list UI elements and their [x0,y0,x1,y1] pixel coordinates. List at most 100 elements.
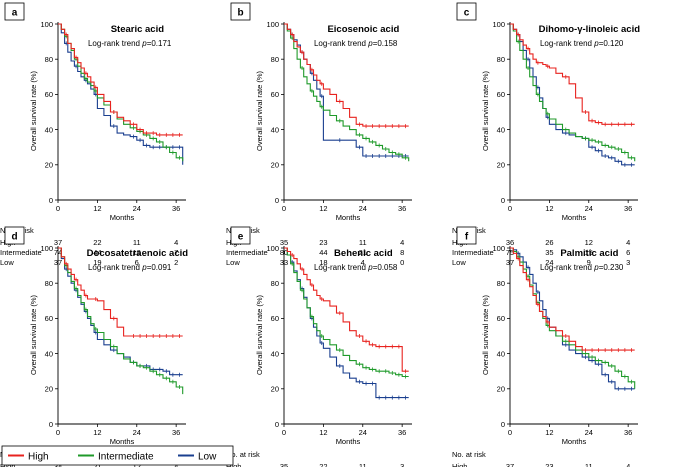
y-tick-label: 100 [492,20,505,29]
x-tick-label: 12 [93,428,101,437]
logrank-annotation: Log-rank trend p=0.058 [314,263,398,272]
y-tick-label: 20 [45,385,53,394]
y-tick-label: 60 [497,314,505,323]
risk-value: 36 [506,238,514,247]
y-tick-label: 80 [271,279,279,288]
logrank-p: p [367,39,373,48]
y-tick-label: 0 [49,420,53,429]
y-axis-label: Overall survival rate (%) [255,294,264,375]
risk-value: 3 [400,462,404,467]
y-tick-label: 40 [45,125,53,134]
risk-value: 11 [585,462,593,467]
risk-value: 19 [133,248,141,257]
y-tick-label: 20 [497,161,505,170]
x-tick-label: 36 [624,204,632,213]
logrank-p: p [593,39,599,48]
x-tick-label: 36 [172,428,180,437]
series-high-line [284,247,409,372]
panel-title: Docosatetraenoic acid [87,248,189,259]
risk-row-label: Intermediate [226,248,268,257]
x-tick-label: 24 [585,204,593,213]
risk-value: 22 [93,238,101,247]
series-high-line [510,247,635,351]
logrank-p: p [593,263,599,272]
risk-value: 2 [174,258,178,267]
x-axis-label: Months [562,213,587,222]
logrank-value: =0.171 [147,39,172,48]
y-tick-label: 40 [497,125,505,134]
risk-value: 0 [400,258,404,267]
panel-title: Behenic acid [334,248,393,259]
y-tick-label: 80 [45,279,53,288]
panel-title: Eicosenoic acid [327,24,399,35]
y-axis-label: Overall survival rate (%) [255,70,264,151]
panel-letter: e [238,232,244,243]
panel-letter: f [465,232,469,243]
panel-title: Dihomo-γ-linoleic acid [539,24,641,35]
y-axis-label: Overall survival rate (%) [29,294,38,375]
x-tick-label: 24 [133,428,141,437]
legend-label: Low [198,452,217,463]
panel-letter-box [4,2,25,21]
logrank-value: =0.158 [373,39,398,48]
panel-letter-box [4,226,25,245]
risk-value: 26 [545,238,553,247]
y-tick-label: 100 [266,244,279,253]
panel-title: Stearic acid [111,24,165,35]
x-tick-label: 36 [398,204,406,213]
y-tick-label: 40 [271,349,279,358]
risk-value: 23 [545,462,553,467]
y-axis-label: Overall survival rate (%) [481,70,490,151]
panel-f: f Palmitic acid 0 20 40 60 80 100 0 12 24 36 Months O… [452,226,638,471]
legend-label: Intermediate [98,452,154,463]
y-tick-label: 0 [275,196,279,205]
y-tick-label: 0 [501,420,505,429]
logrank-annotation: Log-rank trend p=0.120 [540,39,624,48]
y-tick-label: 100 [40,244,53,253]
y-tick-label: 20 [271,161,279,170]
y-tick-label: 20 [497,385,505,394]
risk-value: 22 [319,462,327,467]
x-tick-label: 12 [319,204,327,213]
y-tick-label: 100 [492,244,505,253]
x-tick-label: 0 [508,428,512,437]
logrank-p: p [141,39,147,48]
x-tick-label: 0 [56,204,60,213]
risk-value: 44 [93,248,101,257]
logrank-p: p [367,263,373,272]
risk-value: 35 [280,238,288,247]
logrank-prefix: Log-rank trend [540,39,594,48]
risk-value: 4 [361,258,365,267]
risk-value: 24 [545,258,553,267]
x-tick-label: 24 [133,204,141,213]
risk-table-header: No. at risk [452,450,486,459]
x-axis-label: Months [562,437,587,446]
logrank-annotation: Log-rank trend p=0.230 [540,263,624,272]
risk-row-label: Intermediate [0,248,42,257]
series-intermediate-line [58,247,184,395]
risk-value: 12 [585,238,593,247]
logrank-prefix: Log-rank trend [314,263,368,272]
logrank-value: =0.230 [599,263,624,272]
x-tick-label: 0 [282,428,286,437]
y-tick-label: 60 [45,314,53,323]
y-axis-label: Overall survival rate (%) [481,294,490,375]
series-high-line [58,247,183,337]
logrank-prefix: Log-rank trend [314,39,368,48]
risk-value: 11 [359,462,367,467]
panel-letter-box [456,2,477,21]
x-axis-label: Months [336,437,361,446]
y-tick-label: 20 [271,385,279,394]
y-tick-label: 80 [45,55,53,64]
risk-value: 6 [135,258,139,267]
logrank-value: =0.091 [147,263,172,272]
risk-value: 3 [626,258,630,267]
logrank-value: =0.120 [599,39,624,48]
risk-row-label: Low [0,258,14,267]
